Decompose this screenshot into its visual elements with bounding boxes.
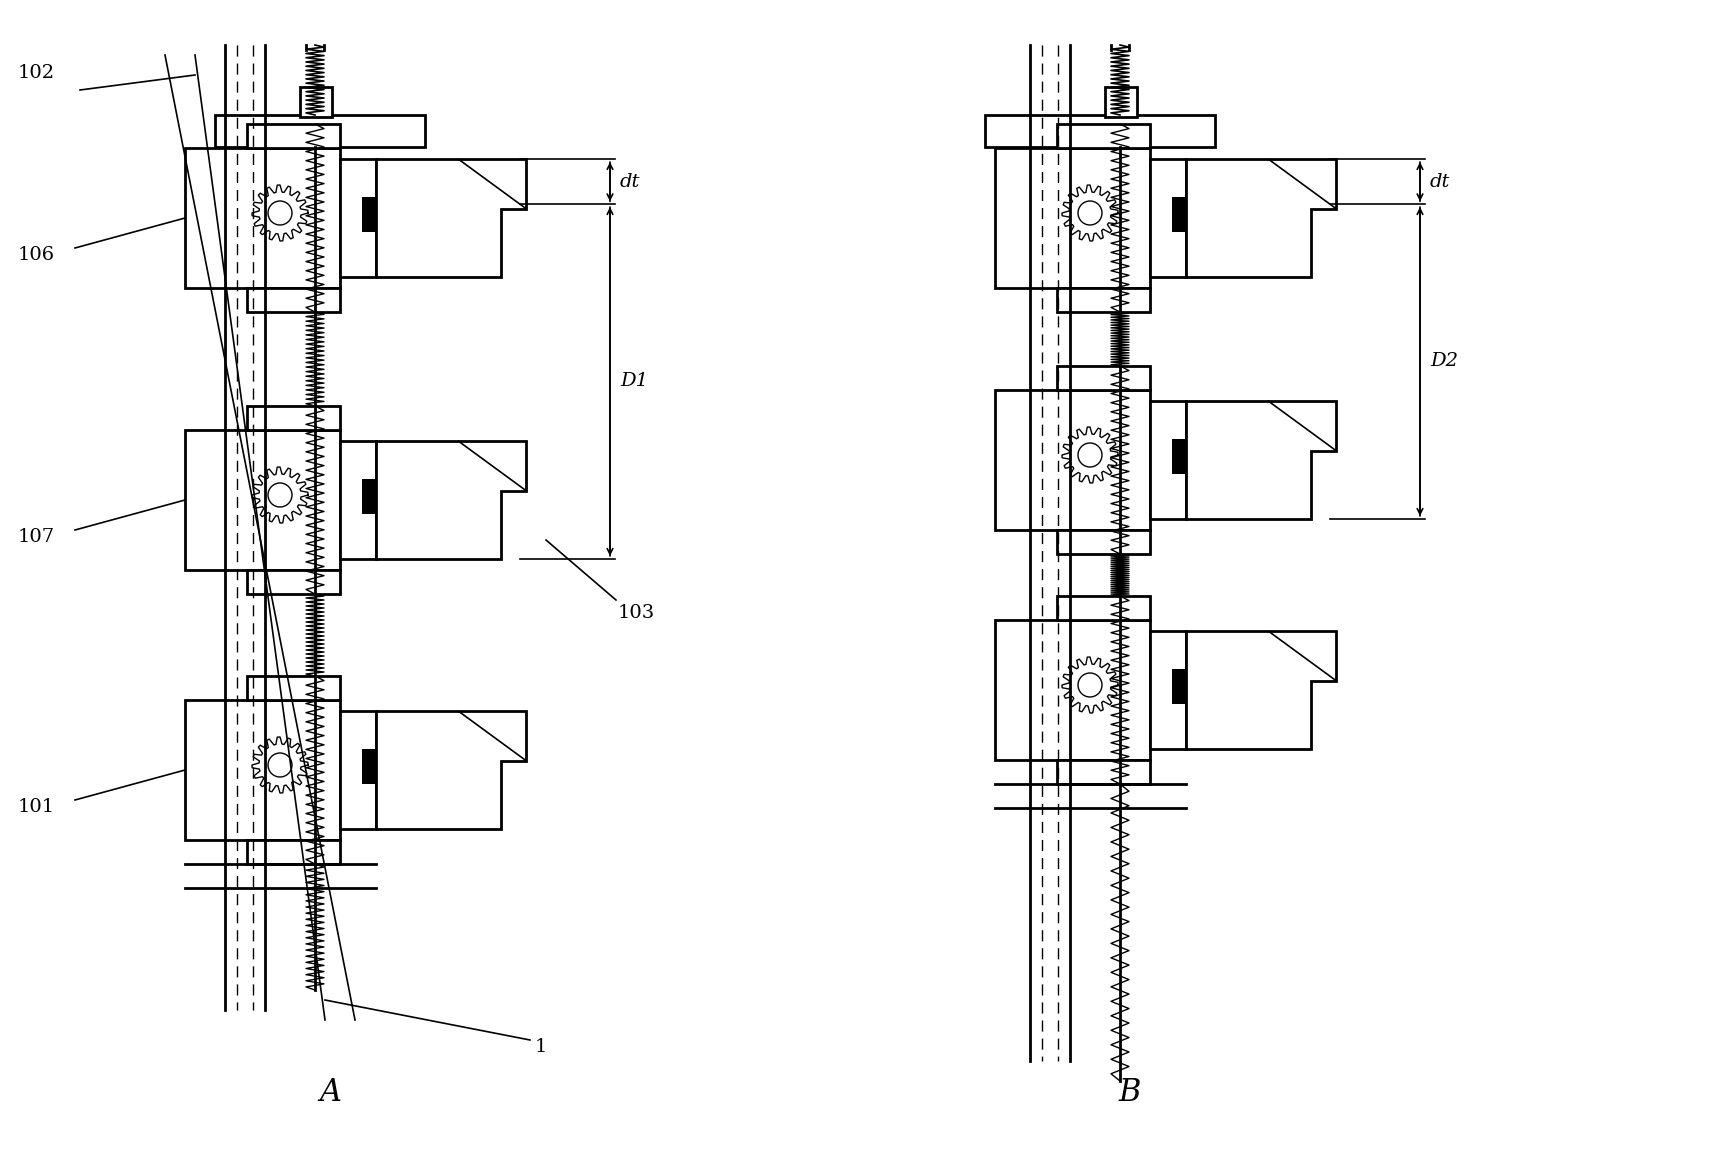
Bar [1172, 439, 1186, 474]
Bar [247, 570, 339, 594]
Text: dt: dt [620, 173, 641, 190]
Bar [247, 676, 339, 700]
Polygon shape [1186, 159, 1335, 276]
Bar [214, 115, 425, 147]
Bar [996, 390, 1150, 531]
Text: 102: 102 [19, 64, 55, 82]
Bar [1172, 197, 1186, 232]
Bar [1150, 632, 1186, 749]
Text: 101: 101 [19, 798, 55, 816]
Bar [996, 147, 1150, 288]
Bar [339, 441, 375, 558]
Polygon shape [375, 441, 526, 558]
Bar [986, 115, 1215, 147]
Bar [300, 87, 333, 117]
Text: 107: 107 [19, 528, 55, 546]
Bar [1058, 596, 1150, 620]
Text: 106: 106 [19, 246, 55, 264]
Bar [247, 406, 339, 430]
Bar [1150, 159, 1186, 276]
Bar [362, 197, 375, 232]
Polygon shape [375, 712, 526, 829]
Bar [1058, 531, 1150, 554]
Bar [339, 712, 375, 829]
Polygon shape [1186, 402, 1335, 519]
Text: D2: D2 [1429, 353, 1459, 370]
Text: 103: 103 [619, 604, 655, 622]
Bar [1058, 760, 1150, 784]
Bar [362, 749, 375, 784]
Bar [1172, 669, 1186, 704]
Bar [247, 124, 339, 147]
Text: D1: D1 [620, 373, 648, 390]
Bar [1058, 124, 1150, 147]
Bar [339, 159, 375, 276]
Text: 1: 1 [535, 1038, 547, 1057]
Bar [185, 700, 339, 841]
Bar [362, 478, 375, 514]
Text: B: B [1119, 1077, 1142, 1108]
Text: dt: dt [1429, 173, 1450, 190]
Bar [247, 288, 339, 312]
Bar [1150, 402, 1186, 519]
Polygon shape [1186, 632, 1335, 749]
Text: A: A [319, 1077, 341, 1108]
Polygon shape [375, 159, 526, 276]
Bar [1058, 366, 1150, 390]
Bar [1106, 87, 1136, 117]
Bar [1058, 288, 1150, 312]
Bar [185, 147, 339, 288]
Bar [185, 430, 339, 570]
Bar [996, 620, 1150, 760]
Bar [247, 841, 339, 864]
